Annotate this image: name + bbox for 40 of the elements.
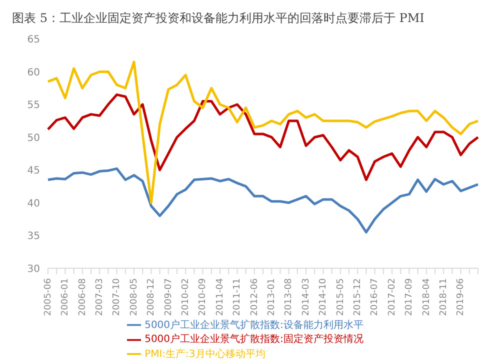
legend-label: 5000户工业企业景气扩散指数:固定资产投资情况 <box>144 334 364 346</box>
line-series <box>46 93 480 182</box>
x-tick-label: 2009-07 <box>164 278 174 316</box>
line-series <box>46 60 480 204</box>
x-tick-label: 2011-04 <box>215 278 226 316</box>
y-tick-label: 65 <box>27 34 40 46</box>
x-tick-label: 2018-04 <box>422 278 432 316</box>
y-tick-label: 55 <box>27 100 40 112</box>
x-tick-label: 2005-06 <box>43 278 54 316</box>
y-tick-label: 30 <box>27 264 40 275</box>
y-tick-label: 60 <box>27 67 40 78</box>
x-tick-label: 2014-03 <box>301 278 312 316</box>
x-tick-label: 2018-11 <box>438 278 449 316</box>
x-tick-label: 2013-08 <box>284 278 294 316</box>
legend-label: 5000户工业企业景气扩散指数:设备能力利用水平 <box>144 320 364 332</box>
x-tick-label: 2008-12 <box>146 278 157 316</box>
x-tick-label: 2007-03 <box>94 278 105 316</box>
x-tick-label: 2010-09 <box>198 278 208 316</box>
y-tick-label: 45 <box>27 166 40 177</box>
x-tick-label: 2017-02 <box>387 278 398 316</box>
x-tick-label: 2015-05 <box>336 278 346 316</box>
line-series <box>46 167 480 234</box>
x-tick-label: 2008-05 <box>129 278 140 316</box>
x-tick-label: 2014-10 <box>318 278 329 316</box>
y-tick-label: 50 <box>27 132 40 144</box>
chart-title: 图表 5：工业企业固定资产投资和设备能力利用水平的回落时点要滞后于 PMI <box>11 10 426 27</box>
x-tick-label: 2013-01 <box>266 278 277 316</box>
x-tick-label: 2016-07 <box>370 278 380 316</box>
x-tick-label: 2015-12 <box>352 278 363 316</box>
x-tick-label: 2019-06 <box>456 278 466 316</box>
x-tick-label: 2012-06 <box>250 278 260 316</box>
y-tick-label: 35 <box>27 231 40 242</box>
x-tick-label: 2006-08 <box>78 278 88 316</box>
x-tick-label: 2011-11 <box>232 278 243 316</box>
y-tick-label: 40 <box>27 198 40 210</box>
x-tick-label: 2007-10 <box>112 278 122 316</box>
x-tick-label: 2010-02 <box>180 278 191 316</box>
x-tick-label: 2006-01 <box>60 278 71 316</box>
x-tick-label: 2017-09 <box>404 278 415 316</box>
legend-label: PMI:生产:3月中心移动平均 <box>144 348 266 360</box>
